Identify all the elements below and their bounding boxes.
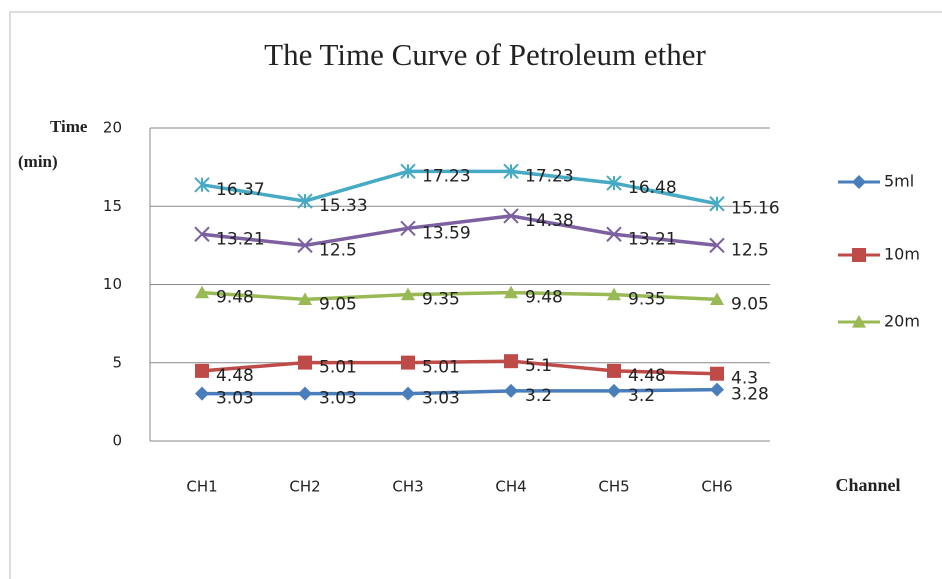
data-point <box>401 386 415 401</box>
data-label: 3.03 <box>319 389 357 409</box>
data-label: 4.48 <box>628 366 666 386</box>
legend-marker <box>852 248 866 262</box>
data-label: 13.59 <box>422 223 471 243</box>
y-tick-label: 10 <box>103 275 122 293</box>
data-point <box>504 383 518 398</box>
data-label: 9.05 <box>319 294 357 314</box>
data-point <box>607 383 621 398</box>
x-tick-label: CH5 <box>598 478 629 496</box>
y-tick-label: 20 <box>103 119 122 137</box>
legend-marker <box>852 315 866 328</box>
data-label: 16.48 <box>628 178 677 198</box>
data-label: 3.2 <box>525 386 552 406</box>
data-point <box>607 287 621 301</box>
data-label: 13.21 <box>216 229 265 249</box>
data-label: 9.35 <box>422 290 460 310</box>
series-line <box>201 359 718 376</box>
data-point <box>400 220 416 237</box>
data-point <box>194 177 210 193</box>
series-line <box>201 214 718 248</box>
data-point <box>195 363 209 378</box>
x-tick-label: CH6 <box>701 478 732 496</box>
data-label: 17.23 <box>422 166 471 186</box>
data-label: 3.03 <box>422 389 460 409</box>
x-tick-label: CH1 <box>186 478 217 496</box>
y-tick-label: 15 <box>103 197 122 215</box>
y-axis-label: Time <box>50 117 88 136</box>
x-tick-label: CH3 <box>392 478 423 496</box>
data-label: 9.48 <box>216 288 254 308</box>
data-point <box>194 226 210 242</box>
data-label: 9.48 <box>525 288 563 308</box>
data-label: 3.28 <box>731 385 769 405</box>
series-line <box>202 387 718 396</box>
data-label: 9.35 <box>628 290 666 310</box>
data-point <box>607 363 621 378</box>
y-tick-label: 0 <box>112 432 122 450</box>
data-point <box>297 237 313 254</box>
legend-label: 5ml <box>884 172 914 191</box>
data-label: 3.03 <box>216 389 254 409</box>
data-point <box>709 237 725 254</box>
data-label: 5.1 <box>525 356 552 376</box>
data-label: 15.16 <box>731 199 780 219</box>
data-point <box>401 287 415 301</box>
x-tick-label: CH4 <box>495 478 526 496</box>
data-point <box>606 175 622 191</box>
data-label: 9.05 <box>731 294 769 314</box>
data-label: 12.5 <box>731 240 769 260</box>
data-label: 15.33 <box>319 196 368 216</box>
x-tick-label: CH2 <box>289 478 320 496</box>
data-label: 12.5 <box>319 240 357 260</box>
x-axis-label: Channel <box>835 475 900 495</box>
data-label: 5.01 <box>319 358 357 378</box>
data-label: 5.01 <box>422 358 460 378</box>
y-axis-label: (min) <box>18 152 58 171</box>
chart-frame <box>9 11 942 579</box>
series-line <box>201 169 718 206</box>
data-label: 4.3 <box>731 369 758 389</box>
data-point <box>504 285 518 299</box>
data-label: 14.38 <box>525 211 574 231</box>
data-point <box>709 196 725 212</box>
legend-marker <box>852 175 866 189</box>
chart-title: The Time Curve of Petroleum ether <box>264 37 706 72</box>
data-label: 17.23 <box>525 166 574 186</box>
data-point <box>195 285 209 299</box>
data-point <box>710 382 724 397</box>
y-tick-label: 5 <box>112 353 122 371</box>
data-point <box>606 226 622 242</box>
data-point <box>710 292 724 305</box>
legend-label: 10m <box>884 245 920 264</box>
data-point <box>504 354 518 369</box>
data-point <box>298 386 312 401</box>
data-point <box>503 163 519 180</box>
data-point <box>503 208 519 224</box>
data-label: 13.21 <box>628 229 677 249</box>
data-point <box>298 355 312 370</box>
data-point <box>298 292 312 305</box>
data-label: 16.37 <box>216 180 265 200</box>
data-label: 3.2 <box>628 386 655 406</box>
data-point <box>401 355 415 370</box>
series-line <box>201 290 718 302</box>
data-point <box>710 366 724 381</box>
data-point <box>195 386 209 401</box>
data-point <box>297 193 313 209</box>
data-label: 4.48 <box>216 366 254 386</box>
data-point <box>400 163 416 180</box>
legend-label: 20m <box>884 312 920 331</box>
